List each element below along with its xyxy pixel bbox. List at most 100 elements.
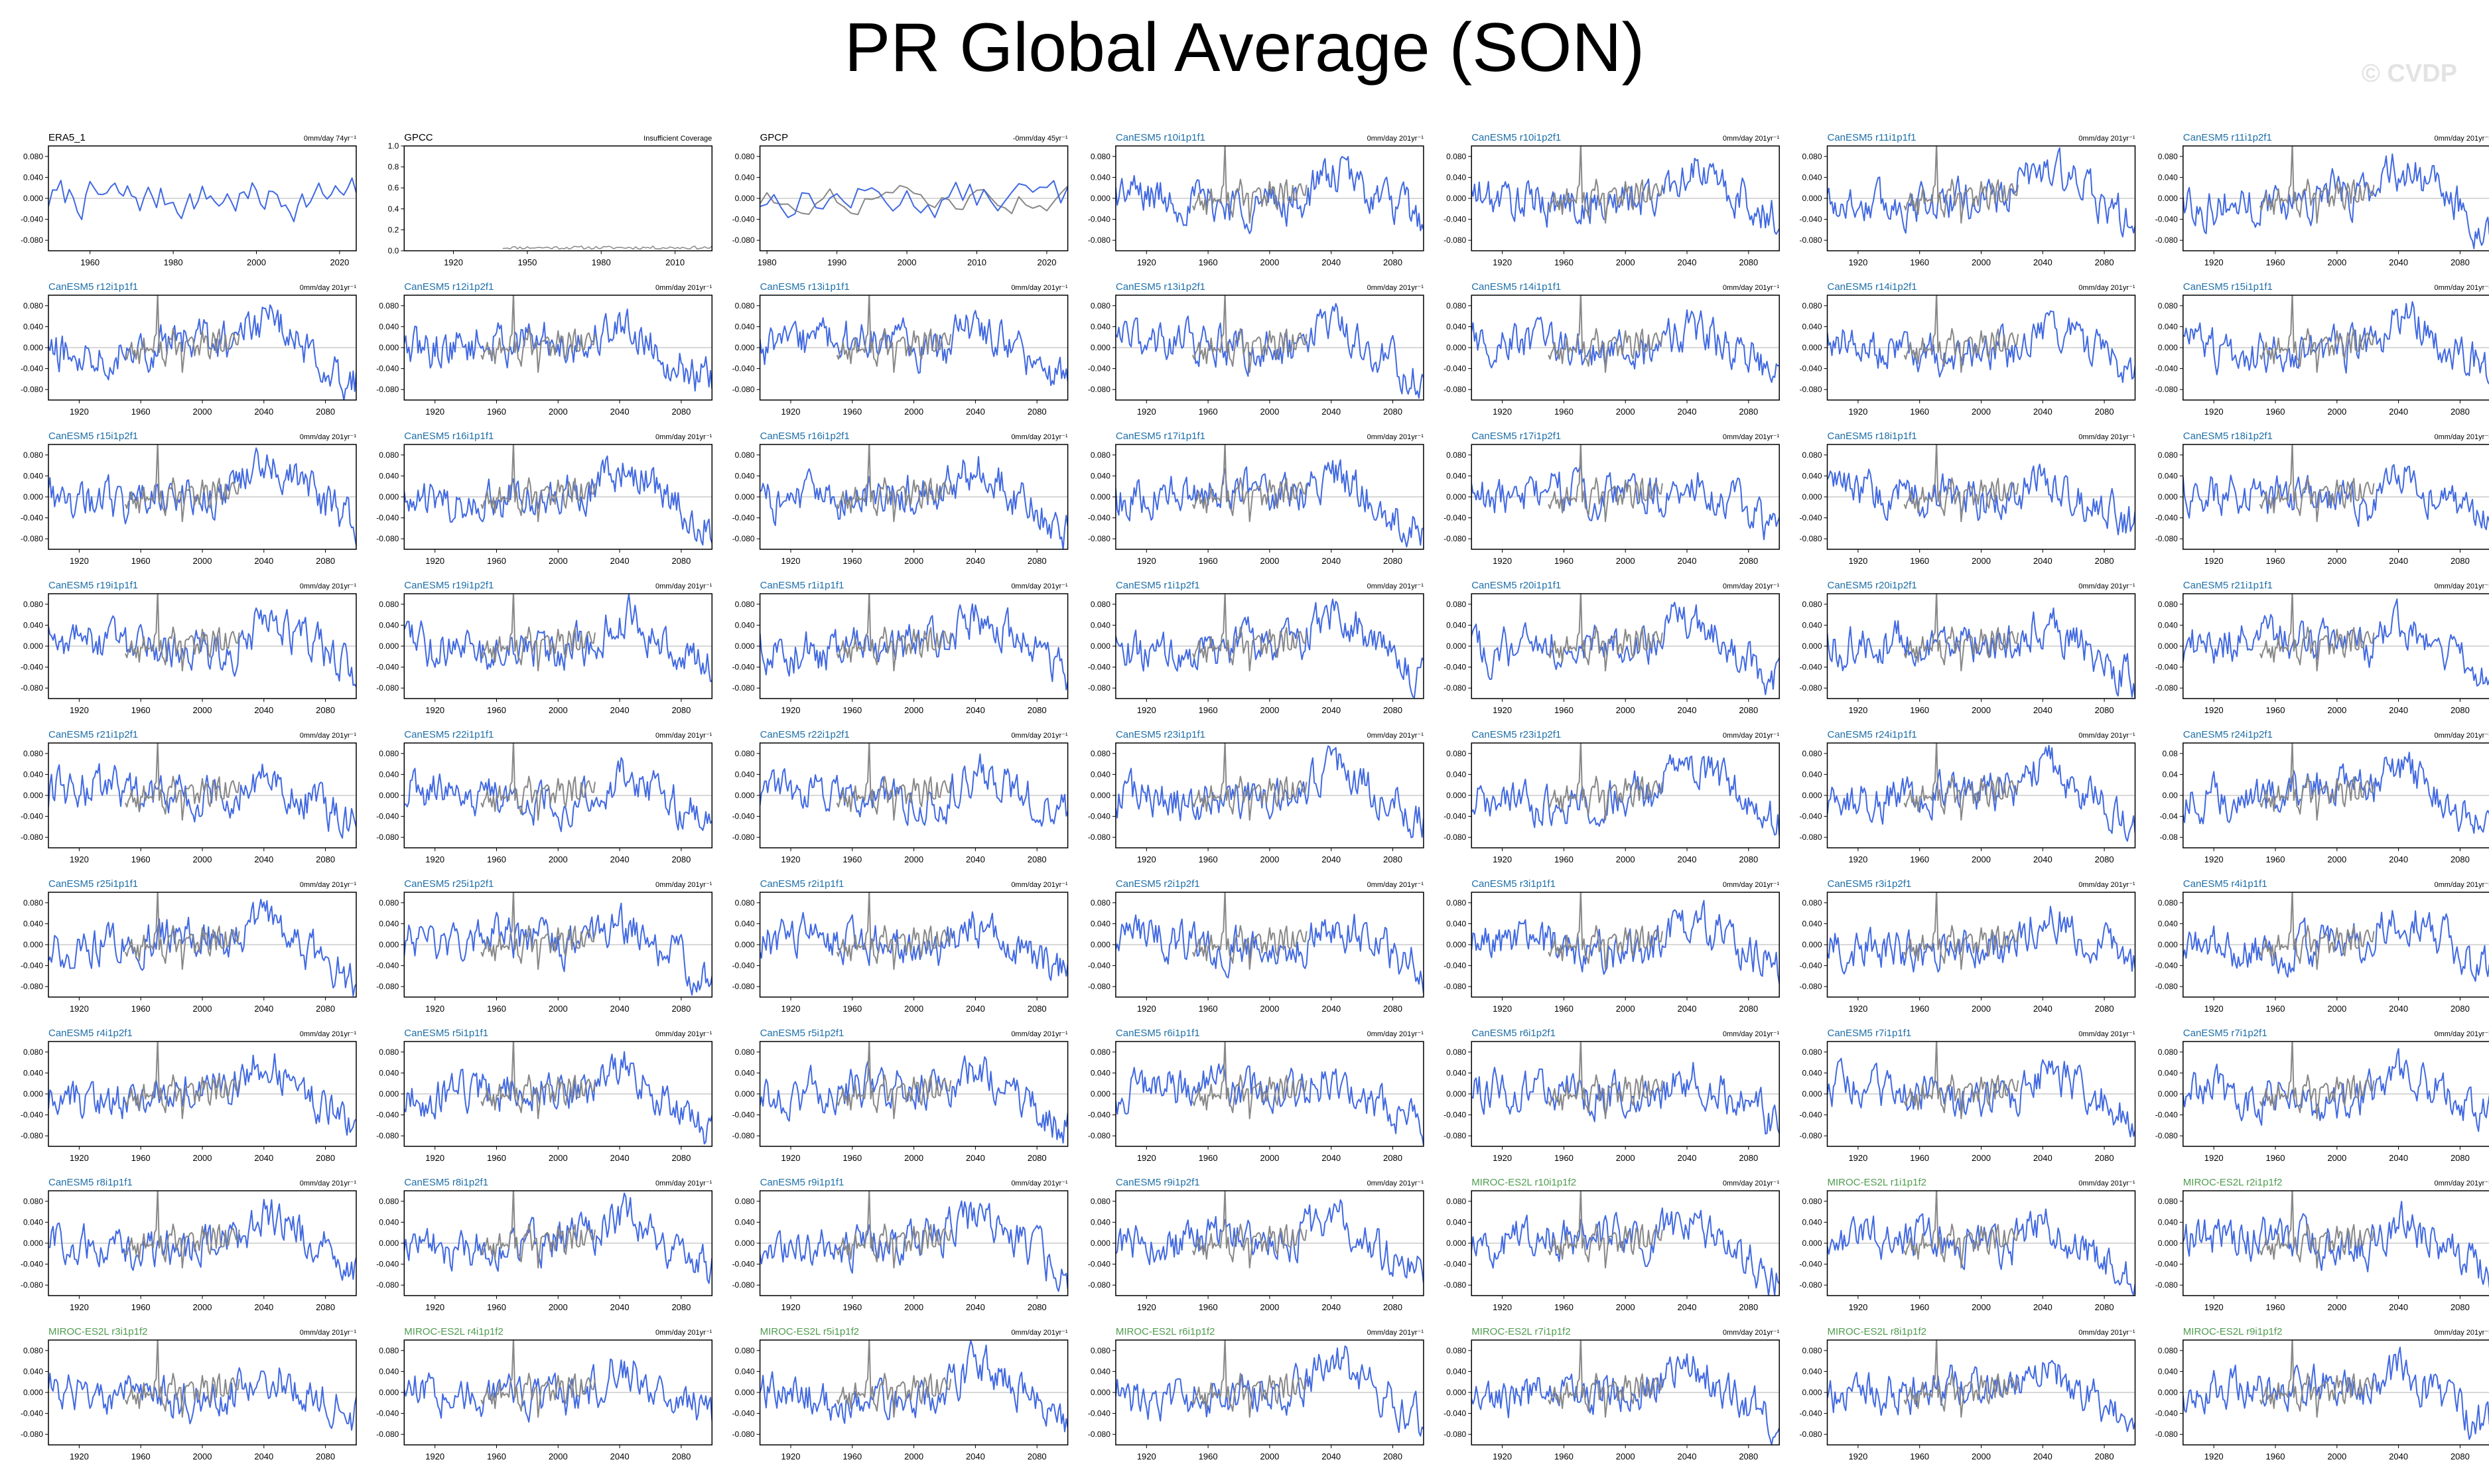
x-tick-label: 1980 <box>592 257 611 267</box>
panel-title: CanESM5 r24i1p1f1 <box>1828 729 1917 740</box>
x-tick-label: 1960 <box>1554 407 1574 417</box>
obs-overlay-line <box>2259 1042 2375 1120</box>
x-tick-label: 2040 <box>1321 1153 1341 1163</box>
x-tick-label: 2010 <box>665 257 685 267</box>
y-tick-label: 0.000 <box>1446 1388 1466 1397</box>
y-tick-label: 0.000 <box>2158 1388 2178 1397</box>
x-tick-label: 1920 <box>1493 705 1512 715</box>
obs-overlay-line <box>1903 1191 2019 1269</box>
x-tick-label: 2000 <box>193 705 212 715</box>
panel-title: CanESM5 r20i1p1f1 <box>1471 580 1561 591</box>
x-tick-label: 2000 <box>549 1451 568 1461</box>
model-series-line <box>2183 598 2489 687</box>
obs-overlay-line <box>760 184 1068 216</box>
y-tick-label: -0.040 <box>1088 215 1110 224</box>
chart-panel: MIROC-ES2L r3i1p1f2 0mm/day 201yr⁻¹ 0.080 0… <box>21 1326 357 1461</box>
x-tick-label: 2000 <box>1260 1451 1279 1461</box>
y-tick-label: -0.040 <box>376 663 399 672</box>
panel-series <box>1115 444 1424 548</box>
y-tick-label: -0.040 <box>376 1111 399 1120</box>
model-series-line <box>2183 1201 2489 1288</box>
panel-series <box>48 295 356 400</box>
x-tick-label: 2000 <box>2327 1004 2346 1014</box>
panel-title: CanESM5 r16i1p2f1 <box>760 431 850 442</box>
x-tick-label: 2080 <box>2095 1302 2114 1312</box>
y-tick-label: 0.040 <box>23 172 43 182</box>
y-tick-label: 0.000 <box>379 1089 399 1099</box>
y-tick-label: 0.040 <box>2158 471 2178 480</box>
x-tick-label: 2000 <box>193 407 212 417</box>
chart-panel: CanESM5 r12i1p2f1 0mm/day 201yr⁻¹ 0.080 0.0… <box>376 281 713 417</box>
y-tick-label: -0.080 <box>1444 1131 1466 1140</box>
x-tick-label: 2080 <box>2451 1153 2470 1163</box>
panel-series <box>1115 1191 1424 1284</box>
x-tick-label: 2000 <box>2327 854 2346 864</box>
x-tick-label: 1920 <box>425 1004 444 1014</box>
chart-panel: CanESM5 r12i1p1f1 0mm/day 201yr⁻¹ 0.080 0.0… <box>21 281 357 417</box>
panel-series <box>1471 1042 1780 1135</box>
obs-overlay-line <box>125 1191 240 1269</box>
obs-overlay-line <box>480 892 596 971</box>
model-series-line <box>2183 1047 2489 1132</box>
obs-series-line <box>502 245 712 250</box>
x-tick-label: 2080 <box>2095 705 2114 715</box>
chart-panel: CanESM5 r14i1p1f1 0mm/day 201yr⁻¹ 0.080 0.0… <box>1444 281 1780 417</box>
y-tick-label: 0.080 <box>2158 152 2178 161</box>
panel-series <box>1827 594 2135 699</box>
y-tick-label: 0.040 <box>735 172 755 182</box>
panel-title: MIROC-ES2L r4i1p1f2 <box>404 1326 504 1337</box>
y-tick-label: 0.000 <box>1446 343 1466 352</box>
x-tick-label: 2080 <box>1028 705 1047 715</box>
x-tick-label: 1960 <box>2266 705 2285 715</box>
y-tick-label: 0.040 <box>2158 1217 2178 1227</box>
obs-overlay-line <box>1191 1042 1308 1120</box>
x-tick-label: 1920 <box>1493 1004 1512 1014</box>
x-tick-label: 2000 <box>1260 407 1279 417</box>
x-tick-label: 1960 <box>131 705 151 715</box>
y-tick-label: -0.080 <box>2155 385 2178 394</box>
obs-overlay-line <box>125 1340 240 1418</box>
y-tick-label: -0.040 <box>1088 1111 1110 1120</box>
y-tick-label: 0.080 <box>379 749 399 758</box>
x-tick-label: 1920 <box>1848 257 1867 267</box>
x-tick-label: 2040 <box>1678 257 1697 267</box>
panel-title: CanESM5 r18i1p2f1 <box>2183 431 2273 442</box>
obs-overlay-line <box>1903 1340 2019 1418</box>
model-series-line <box>1471 900 1780 984</box>
y-tick-label: 0.000 <box>379 492 399 502</box>
y-tick-label: -0.040 <box>21 215 43 224</box>
panel-series <box>404 594 712 683</box>
obs-overlay-line <box>1548 892 1663 971</box>
chart-panel: CanESM5 r8i1p1f1 0mm/day 201yr⁻¹ 0.080 0.04… <box>21 1177 357 1312</box>
x-tick-label: 1920 <box>1493 1153 1512 1163</box>
y-tick-label: 0.080 <box>379 301 399 310</box>
y-tick-label: -0.080 <box>376 385 399 394</box>
y-tick-label: -0.040 <box>1444 1260 1466 1269</box>
panel-trend: 0mm/day 201yr⁻¹ <box>2078 1329 2135 1337</box>
y-tick-label: 0.000 <box>735 194 755 203</box>
x-tick-label: 1920 <box>2204 705 2224 715</box>
x-tick-label: 1960 <box>1199 705 1218 715</box>
panel-trend: 0mm/day 201yr⁻¹ <box>2078 284 2135 292</box>
y-tick-label: 0.080 <box>1802 600 1822 609</box>
x-tick-label: 2040 <box>2033 1153 2052 1163</box>
y-tick-label: -0.080 <box>1088 534 1110 543</box>
y-tick-label: 0.040 <box>2158 1367 2178 1376</box>
x-tick-label: 2080 <box>1383 1004 1402 1014</box>
y-tick-label: 0.6 <box>388 183 399 192</box>
y-tick-label: 0.040 <box>1091 1217 1110 1227</box>
panel-trend: 0mm/day 201yr⁻¹ <box>1723 135 1780 143</box>
y-tick-label: -0.040 <box>376 812 399 821</box>
x-tick-label: 2040 <box>966 1004 985 1014</box>
obs-overlay-line <box>1548 1042 1663 1120</box>
x-tick-label: 1960 <box>1554 1153 1574 1163</box>
x-tick-label: 1960 <box>1199 1451 1218 1461</box>
x-tick-label: 1920 <box>1137 1153 1156 1163</box>
panel-series <box>48 743 356 839</box>
x-tick-label: 1920 <box>70 1004 89 1014</box>
x-tick-label: 1920 <box>1848 1153 1867 1163</box>
panel-trend: 0mm/day 201yr⁻¹ <box>1367 732 1424 740</box>
panel-trend: 0mm/day 201yr⁻¹ <box>1011 284 1068 292</box>
panel-series <box>404 444 712 546</box>
x-tick-label: 1960 <box>2266 1302 2285 1312</box>
